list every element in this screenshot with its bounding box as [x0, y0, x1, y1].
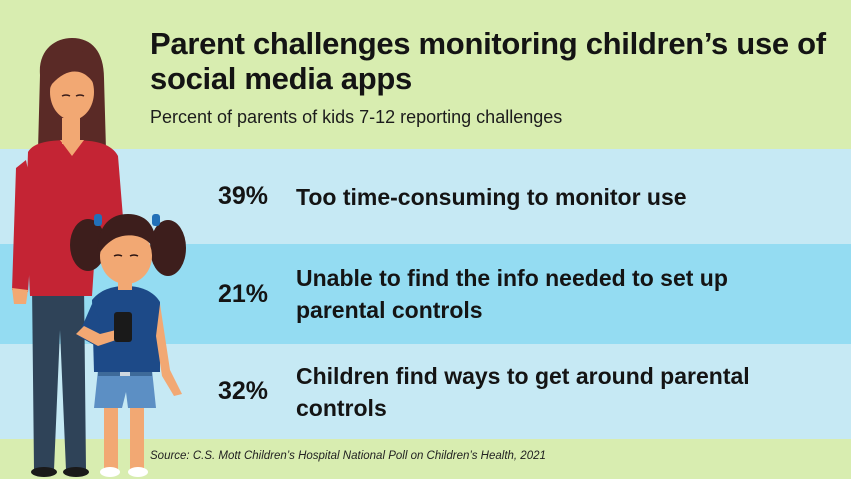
girl-figure	[70, 214, 186, 477]
infographic-title: Parent challenges monitoring children’s …	[150, 26, 826, 96]
source-note: Source: C.S. Mott Children’s Hospital Na…	[150, 450, 546, 462]
mother-figure	[12, 38, 124, 477]
parent-child-illustration	[12, 38, 186, 477]
stat-percent: 32%	[217, 377, 268, 405]
stat-label: Children find ways to get around parenta…	[296, 362, 750, 421]
stat-percent: 21%	[217, 279, 268, 308]
stat-row: 21% Unable to find the info needed to se…	[0, 244, 851, 344]
stat-percent: 39%	[217, 182, 268, 210]
stat-label: Too time-consuming to monitor use	[296, 183, 687, 210]
stat-label: Unable to find the info needed to set up…	[296, 265, 728, 323]
infographic-subtitle: Percent of parents of kids 7-12 reportin…	[150, 107, 563, 127]
stat-row: 32% Children find ways to get around par…	[0, 344, 851, 439]
stat-row: 39% Too time-consuming to monitor use	[0, 149, 851, 244]
